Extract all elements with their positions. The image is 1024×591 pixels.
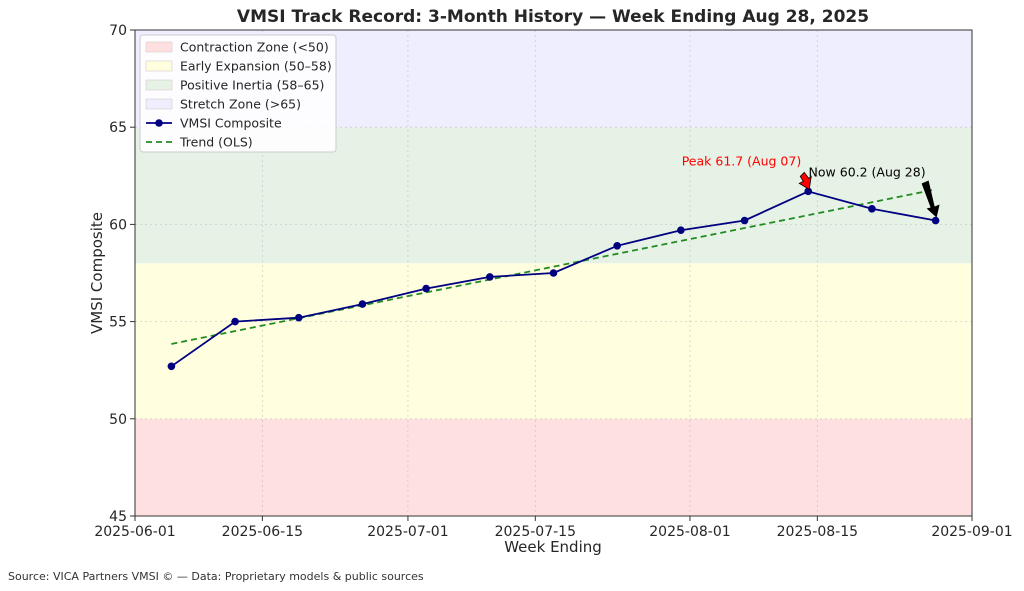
- data-point: [167, 362, 176, 371]
- y-tick-label: 65: [109, 120, 127, 136]
- data-point: [422, 284, 430, 293]
- zone-band: [135, 418, 972, 516]
- data-point: [931, 216, 940, 225]
- legend-swatch: [145, 98, 173, 110]
- zone-band: [135, 263, 972, 419]
- now-annotation: Now 60.2 (Aug 28): [809, 165, 926, 180]
- y-tick-label: 70: [109, 23, 127, 39]
- legend-label: Positive Inertia (58–65): [180, 78, 324, 93]
- peak-annotation: Peak 61.7 (Aug 07): [682, 153, 802, 168]
- x-tick-label: 2025-08-01: [649, 524, 730, 540]
- data-point: [294, 313, 303, 322]
- series-layer: [167, 187, 940, 371]
- legend-box: [139, 34, 337, 153]
- legend-label: Early Expansion (50–58): [180, 59, 332, 74]
- plot-frame: [134, 29, 973, 517]
- x-axis-label: Week Ending: [504, 538, 602, 556]
- y-tick-label: 55: [109, 315, 127, 331]
- data-point: [804, 187, 813, 196]
- y-axis-label: VMSI Composite: [88, 212, 106, 334]
- x-tick-label: 2025-06-15: [222, 524, 303, 540]
- data-point: [549, 269, 558, 277]
- x-tick-label: 2025-07-01: [367, 524, 448, 540]
- chart-title: VMSI Track Record: 3-Month History — Wee…: [237, 7, 869, 27]
- data-point: [358, 300, 367, 308]
- data-point: [677, 226, 685, 235]
- legend-label: Contraction Zone (<50): [180, 40, 329, 55]
- legend-swatch: [145, 79, 173, 91]
- legend-label: VMSI Composite: [180, 116, 282, 131]
- data-point: [613, 241, 621, 250]
- data-point: [868, 205, 876, 213]
- legend-swatch: [145, 60, 173, 72]
- x-tick-label: 2025-06-01: [94, 524, 175, 540]
- legend-marker: [155, 119, 163, 127]
- data-point: [231, 317, 239, 326]
- legend-label: Stretch Zone (>65): [180, 97, 301, 112]
- legend-swatch: [145, 41, 173, 53]
- x-tick-label: 2025-08-15: [777, 524, 858, 540]
- x-tick-label: 2025-09-01: [931, 524, 1012, 540]
- legend: Contraction Zone (<50) Early Expansion (5…: [139, 34, 337, 153]
- annotations-layer: Peak 61.7 (Aug 07) Now 60.2 (Aug 28): [682, 153, 940, 218]
- legend-label: Trend (OLS): [179, 135, 253, 150]
- source-note: Source: VICA Partners VMSI © — Data: Pro…: [8, 570, 424, 583]
- axes-layer: 2025-06-01 2025-06-15 2025-07-01 2025-07-15…: [94, 23, 1012, 540]
- peak-arrow-icon: [798, 171, 812, 191]
- data-point: [486, 273, 494, 281]
- now-arrow-icon: [921, 180, 940, 218]
- x-tick-label: 2025-07-15: [495, 524, 576, 540]
- y-tick-label: 45: [109, 509, 127, 525]
- y-tick-label: 50: [109, 412, 127, 428]
- y-tick-label: 60: [109, 217, 127, 233]
- data-point: [740, 216, 749, 225]
